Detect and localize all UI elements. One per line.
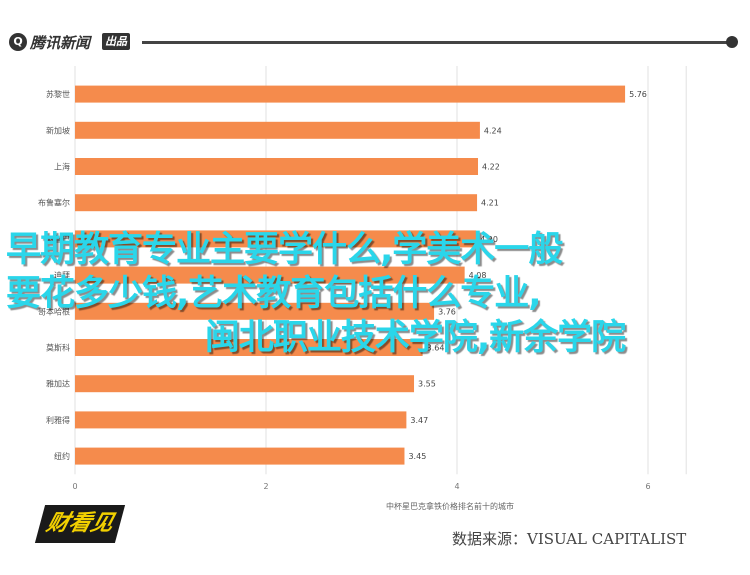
tencent-news-logo-icon: Q xyxy=(9,33,27,51)
overlay-line-3: 闽北职业技术学院,新余学院 xyxy=(204,318,626,358)
brand-name: 腾讯新闻 xyxy=(30,34,91,52)
category-label: 利雅得 xyxy=(46,415,70,425)
x-tick-label: 0 xyxy=(72,482,77,491)
data-label: 3.64 xyxy=(427,344,445,353)
data-source: 数据来源：VISUAL CAPITALIST xyxy=(452,530,687,548)
data-label: 3.76 xyxy=(438,307,456,316)
category-label: 迪拜 xyxy=(54,270,70,280)
header-dot xyxy=(726,36,738,48)
data-label: 4.08 xyxy=(469,271,487,280)
bar xyxy=(75,85,626,103)
data-label: 5.76 xyxy=(629,90,647,99)
bar xyxy=(75,447,405,465)
brand-badge: 出品 xyxy=(102,33,130,50)
category-label: 雅加达 xyxy=(46,379,70,389)
category-label: 莫斯科 xyxy=(46,343,70,353)
bar xyxy=(75,411,407,429)
category-label: 布鲁塞尔 xyxy=(38,198,70,208)
data-label: 3.55 xyxy=(418,380,436,389)
data-label: 4.24 xyxy=(484,126,502,135)
bar-chart: 0 2 4 6 苏黎世 5.76 新加坡 4.24 上海 4.22 布鲁塞尔 4.21 阿鲁巴 4.20 迪… xyxy=(38,66,687,510)
category-label: 上海 xyxy=(54,162,70,172)
caikanjian-logo: 财看见 xyxy=(34,505,126,543)
data-label: 3.47 xyxy=(410,416,428,425)
overlay-headline: 早期教育专业主要学什么,学美术一般 要花多少钱,艺术教育包括什么专业, 闽北职业… xyxy=(6,228,730,360)
overlay-line-2: 要花多少钱,艺术教育包括什么专业, xyxy=(6,274,542,314)
data-label: 3.45 xyxy=(408,452,426,461)
header-divider xyxy=(142,41,730,44)
header: Q 腾讯新闻 出品 xyxy=(0,0,750,80)
category-label: 哥本哈根 xyxy=(38,306,70,316)
bar xyxy=(75,375,415,393)
x-axis-label: 中杯星巴克拿铁价格排名前十的城市 xyxy=(386,501,514,510)
category-label: 纽约 xyxy=(54,451,70,461)
bar xyxy=(75,266,465,284)
bar xyxy=(75,302,435,320)
x-tick-label: 6 xyxy=(645,482,650,491)
bar xyxy=(75,230,477,248)
data-label: 4.21 xyxy=(481,199,499,208)
category-label: 阿鲁巴 xyxy=(46,234,70,244)
data-label: 4.22 xyxy=(482,163,500,172)
x-tick-label: 4 xyxy=(454,482,459,491)
bar xyxy=(75,158,479,175)
bar xyxy=(75,121,480,139)
category-label: 新加坡 xyxy=(46,125,70,135)
bar xyxy=(75,194,478,212)
data-label: 4.20 xyxy=(480,235,498,244)
category-label: 苏黎世 xyxy=(46,89,70,99)
overlay-line-1: 早期教育专业主要学什么,学美术一般 xyxy=(6,230,563,270)
bar xyxy=(75,339,423,356)
x-tick-label: 2 xyxy=(263,482,268,491)
